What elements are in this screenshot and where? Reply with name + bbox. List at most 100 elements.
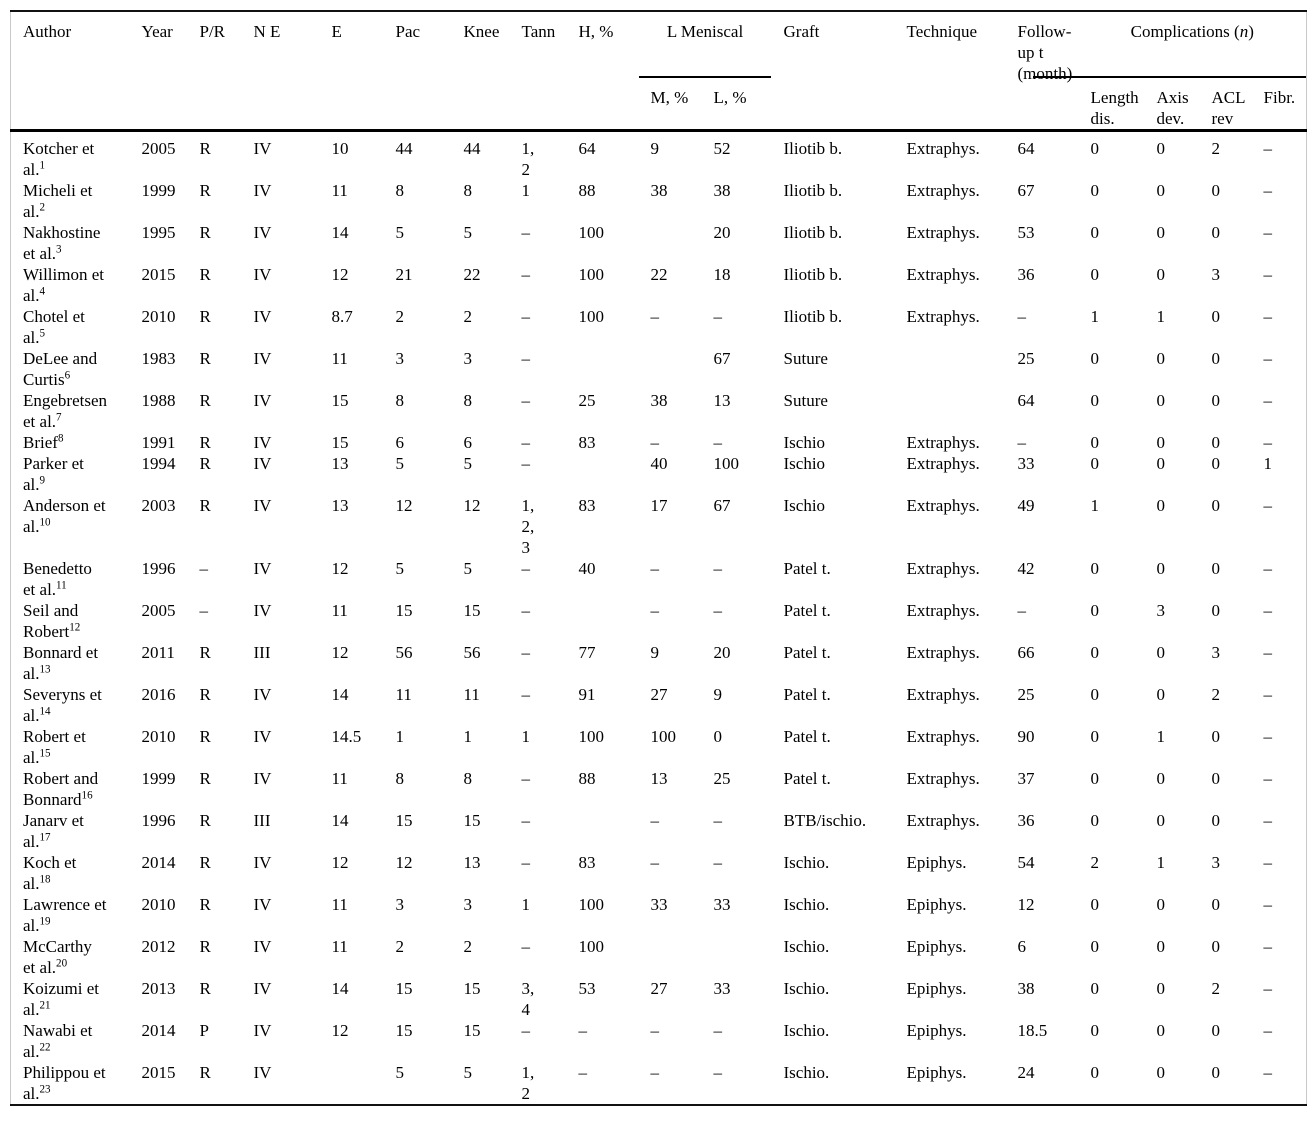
table-body: Kotcher et al.1 2005 R IV 10 44 44 1, 2 64 9 52 Ili… — [11, 131, 1307, 1106]
pac-cell: 8 — [395, 391, 405, 410]
len-cell: 0 — [1090, 181, 1100, 200]
table-row: Philippou et al.23 2015 R IV 5 5 1, 2 – – – Ischio… — [11, 1062, 1307, 1105]
pr-cell: R — [199, 391, 211, 410]
author-cell: Benedetto et al.11 — [11, 558, 130, 600]
m-cell: 9 — [650, 139, 660, 158]
axis-cell: 0 — [1156, 895, 1166, 914]
technique-cell — [895, 348, 1006, 390]
fibr-cell: – — [1263, 349, 1273, 368]
fibr-cell: – — [1263, 853, 1273, 872]
reference-superscript: 7 — [56, 411, 62, 424]
study-table: Author Year P/R N E E Pac Knee Tann H, %… — [10, 10, 1308, 1106]
pac-cell: 12 — [395, 853, 413, 872]
author-name: Lawrence et al. — [23, 895, 107, 935]
author-name: McCarthy et al. — [23, 937, 92, 977]
technique-cell: Extraphys. — [906, 181, 980, 200]
fibr-cell: – — [1263, 1021, 1273, 1040]
header-row-main: Author Year P/R N E E Pac Knee Tann H, %… — [10, 11, 1307, 132]
pac-cell: 5 — [395, 454, 405, 473]
h-cell: – — [578, 1063, 588, 1082]
m-cell — [639, 222, 702, 264]
complications-n-italic: n — [1239, 22, 1249, 41]
author-cell: Koch et al.18 — [11, 852, 130, 894]
l-cell: – — [713, 811, 723, 830]
pr-cell: R — [199, 853, 211, 872]
table-row: Micheli et al.2 1999 R IV 11 8 8 1 88 38 38 Iliotib… — [11, 180, 1307, 222]
knee-cell: 1 — [463, 727, 473, 746]
e-cell: 11 — [331, 769, 348, 788]
year-cell: 2005 — [141, 601, 176, 620]
year-cell: 2016 — [141, 685, 176, 704]
m-cell — [639, 348, 702, 390]
graft-cell: Suture — [783, 391, 828, 410]
len-cell: 0 — [1090, 1063, 1100, 1082]
l-cell: 67 — [713, 349, 731, 368]
table-row: Robert et al.15 2010 R IV 14.5 1 1 1 100 100 0 Pate… — [11, 726, 1307, 768]
axis-cell: 0 — [1156, 1021, 1166, 1040]
header-complications-group: Complications (n) — [1032, 11, 1307, 78]
m-cell: – — [650, 811, 660, 830]
acl-cell: 0 — [1211, 433, 1221, 452]
graft-cell: Iliotib b. — [783, 307, 843, 326]
reference-superscript: 11 — [56, 579, 67, 592]
reference-superscript: 2 — [39, 201, 46, 214]
followup-cell: 66 — [1017, 643, 1035, 662]
pr-cell: R — [199, 433, 211, 452]
tann-cell: – — [521, 349, 531, 368]
m-cell: 27 — [650, 979, 668, 998]
m-cell: 38 — [650, 181, 668, 200]
h-cell: 100 — [578, 307, 605, 326]
tann-cell: – — [521, 559, 531, 578]
graft-cell: Ischio — [783, 433, 826, 452]
pr-cell: R — [199, 937, 211, 956]
table-row: Benedetto et al.11 1996 – IV 12 5 5 – 40 – – Patel … — [11, 558, 1307, 600]
followup-cell: 36 — [1017, 265, 1035, 284]
ne-cell: IV — [253, 1021, 272, 1040]
l-cell: 20 — [713, 223, 731, 242]
table-row: Nawabi et al.22 2014 P IV 12 15 15 – – – – Ischio. E… — [11, 1020, 1307, 1062]
knee-cell: 22 — [463, 265, 481, 284]
axis-cell: 0 — [1156, 265, 1166, 284]
pac-cell: 15 — [395, 1021, 413, 1040]
author-name: Janarv et al. — [23, 811, 84, 851]
followup-cell: 18.5 — [1017, 1021, 1048, 1040]
m-cell — [639, 936, 702, 978]
h-cell: 100 — [578, 727, 605, 746]
l-cell: – — [713, 559, 723, 578]
followup-cell: 12 — [1017, 895, 1035, 914]
tann-cell: – — [521, 769, 531, 788]
graft-cell: Ischio. — [783, 895, 830, 914]
m-cell: – — [650, 1021, 660, 1040]
followup-cell: 64 — [1017, 391, 1035, 410]
ne-cell: IV — [253, 685, 272, 704]
l-cell: 67 — [713, 496, 731, 515]
l-cell: 100 — [713, 454, 740, 473]
header-e: E — [319, 11, 384, 132]
year-cell: 2010 — [141, 307, 176, 326]
h-cell — [567, 810, 639, 852]
author-name: Bonnard et al. — [23, 643, 99, 683]
ne-cell: IV — [253, 559, 272, 578]
header-axis-dev: Axis dev. — [1144, 78, 1200, 132]
followup-cell: 42 — [1017, 559, 1035, 578]
knee-cell: 12 — [463, 496, 481, 515]
graft-cell: Patel t. — [783, 643, 831, 662]
knee-cell: 2 — [463, 307, 473, 326]
fibr-cell: – — [1263, 559, 1273, 578]
knee-cell: 5 — [463, 559, 473, 578]
year-cell: 2014 — [141, 1021, 176, 1040]
pr-cell: R — [199, 685, 211, 704]
h-cell: 88 — [578, 769, 596, 788]
year-cell: 1991 — [141, 433, 176, 452]
author-cell: Philippou et al.23 — [11, 1062, 130, 1105]
h-cell: 53 — [578, 979, 596, 998]
m-cell: 17 — [650, 496, 668, 515]
technique-cell: Extraphys. — [906, 433, 980, 452]
l-cell: 52 — [713, 139, 731, 158]
pac-cell: 3 — [395, 349, 405, 368]
fibr-cell: – — [1263, 433, 1273, 452]
author-name: Anderson et al. — [23, 496, 106, 536]
pac-cell: 8 — [395, 769, 405, 788]
followup-cell: 37 — [1017, 769, 1035, 788]
m-cell: 38 — [650, 391, 668, 410]
